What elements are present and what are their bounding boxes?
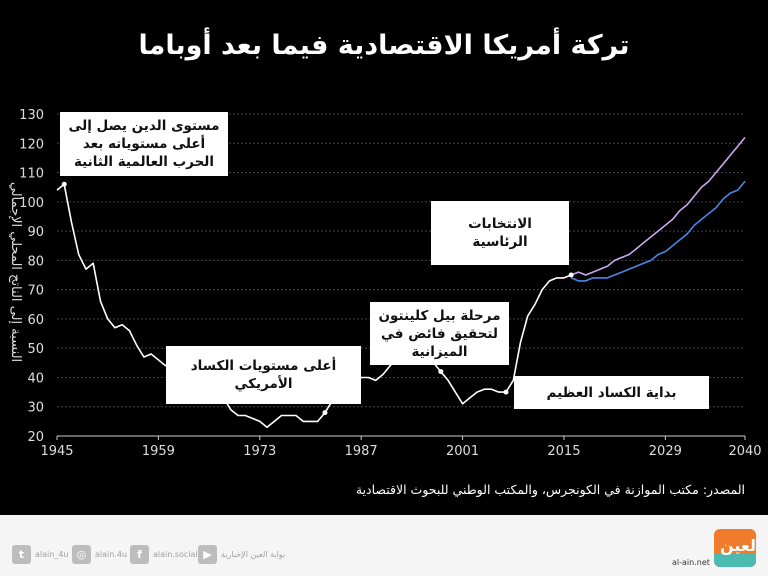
svg-text:80: 80 xyxy=(27,254,44,269)
annotation-ww2-debt: مستوى الدين يصل إلى أعلى مستوياته بعد ال… xyxy=(60,112,228,176)
svg-text:100: 100 xyxy=(19,196,44,211)
instagram-icon: ◎ xyxy=(72,545,91,564)
series-projection-high xyxy=(570,136,746,276)
svg-text:1973: 1973 xyxy=(243,444,276,459)
svg-text:130: 130 xyxy=(19,108,44,123)
svg-text:1987: 1987 xyxy=(345,444,378,459)
youtube-icon: ▶ xyxy=(198,545,217,564)
svg-text:1945: 1945 xyxy=(40,444,73,459)
svg-text:70: 70 xyxy=(27,284,44,299)
svg-text:2029: 2029 xyxy=(649,444,682,459)
svg-text:60: 60 xyxy=(27,313,44,328)
svg-text:40: 40 xyxy=(27,371,44,386)
social-twitter[interactable]: t alain_4u xyxy=(12,545,68,564)
series-projection-base xyxy=(570,180,746,282)
svg-text:2040: 2040 xyxy=(728,444,761,459)
social-facebook[interactable]: f alain.social xyxy=(130,545,198,564)
svg-text:30: 30 xyxy=(27,401,44,416)
y-axis-label: النسبة إلى الناتج المحلي الإجمالي xyxy=(8,181,23,363)
svg-text:2015: 2015 xyxy=(547,444,580,459)
site-url[interactable]: al-ain.net xyxy=(672,558,710,567)
line-chart: 20 30 40 50 60 70 80 90 100 110 120 130 1945 1959 197… xyxy=(19,108,762,459)
facebook-icon: f xyxy=(130,545,149,564)
social-instagram[interactable]: ◎ alain.4u xyxy=(72,545,127,564)
x-axis: 1945 1959 1973 1987 2001 2015 2029 2040 xyxy=(40,435,762,459)
svg-text:110: 110 xyxy=(19,167,44,182)
logo-glyph: العين xyxy=(720,536,756,555)
annotation-clinton-surplus: مرحلة بيل كلينتون لتحقيق فائض في الميزان… xyxy=(370,302,509,365)
svg-text:120: 120 xyxy=(19,137,44,152)
svg-text:90: 90 xyxy=(27,225,44,240)
series-historical xyxy=(56,183,572,429)
annotation-recession-peak: أعلى مستويات الكساد الأمريكي xyxy=(166,346,361,404)
annotation-presidential-election: الانتخابات الرئاسية xyxy=(431,201,569,265)
source-note: المصدر: مكتب الموازنة في الكونجرس، والمك… xyxy=(355,482,745,497)
brand-logo[interactable]: العين xyxy=(714,529,756,567)
series-lines xyxy=(56,136,746,429)
svg-text:1959: 1959 xyxy=(142,444,175,459)
svg-text:50: 50 xyxy=(27,342,44,357)
chart-title: تركة أمريكا الاقتصادية فيما بعد أوباما xyxy=(138,30,630,61)
svg-text:20: 20 xyxy=(27,430,44,445)
footer: t alain_4u ◎ alain.4u f alain.social ▶ ب… xyxy=(0,515,768,576)
social-youtube[interactable]: ▶ بوابة العين الإخبارية xyxy=(198,545,285,564)
svg-text:2001: 2001 xyxy=(446,444,479,459)
annotation-great-recession: بداية الكساد العظيم xyxy=(514,376,709,409)
y-axis-ticks: 20 30 40 50 60 70 80 90 100 110 120 130 xyxy=(19,108,44,445)
twitter-icon: t xyxy=(12,545,31,564)
